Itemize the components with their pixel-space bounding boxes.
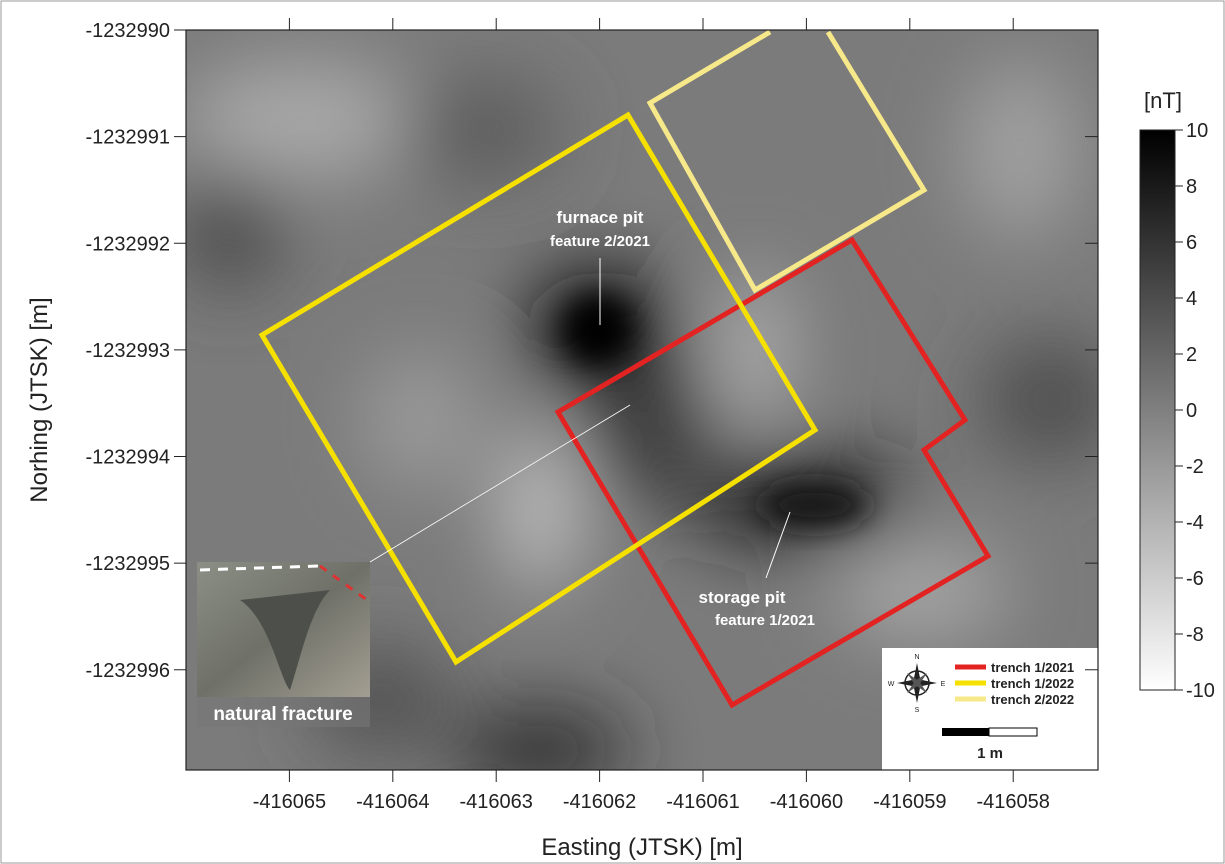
x-tick-label: -416060 bbox=[770, 791, 843, 813]
y-tick-label: -1232996 bbox=[85, 660, 170, 682]
colorbar-tick-label: 0 bbox=[1186, 400, 1197, 422]
compass-label: N bbox=[914, 654, 919, 661]
colorbar-tick-label: 10 bbox=[1186, 120, 1208, 142]
x-axis-label: Easting (JTSK) [m] bbox=[541, 834, 742, 861]
colorbar-tick-label: 6 bbox=[1186, 232, 1197, 254]
compass-label: S bbox=[915, 707, 920, 714]
x-tick-label: -416065 bbox=[253, 791, 326, 813]
scale-bar bbox=[942, 728, 989, 736]
scale-label: 1 m bbox=[977, 745, 1003, 762]
colorbar-label: [nT] bbox=[1144, 88, 1182, 113]
photo-inset: natural fracture bbox=[197, 562, 370, 727]
legend-label: trench 1/2022 bbox=[991, 676, 1074, 691]
colorbar-tick-label: 4 bbox=[1186, 288, 1197, 310]
y-tick-label: -1232990 bbox=[85, 20, 170, 42]
colorbar-tick-label: -6 bbox=[1186, 568, 1204, 590]
annotation: feature 1/2021 bbox=[715, 612, 815, 629]
x-tick-label: -416058 bbox=[977, 791, 1050, 813]
scale-bar bbox=[989, 728, 1037, 736]
colorbar-tick-label: 8 bbox=[1186, 176, 1197, 198]
x-tick-label: -416062 bbox=[563, 791, 636, 813]
colorbar-tick-label: -4 bbox=[1186, 512, 1204, 534]
colorbar-tick-label: -10 bbox=[1186, 680, 1215, 702]
annotation: feature 2/2021 bbox=[550, 233, 650, 250]
y-axis-label: Norhing (JTSK) [m] bbox=[26, 297, 53, 502]
x-tick-label: -416064 bbox=[356, 791, 429, 813]
colorbar bbox=[1140, 130, 1175, 690]
legend-label: trench 2/2022 bbox=[991, 692, 1074, 707]
x-tick-label: -416063 bbox=[460, 791, 533, 813]
map-figure: furnace pit feature 2/2021 storage pit f… bbox=[0, 0, 1225, 864]
x-tick-label: -416061 bbox=[666, 791, 739, 813]
y-tick-label: -1232991 bbox=[85, 127, 170, 149]
colorbar-tick-label: -8 bbox=[1186, 624, 1204, 646]
y-tick-label: -1232992 bbox=[85, 233, 170, 255]
legend-label: trench 1/2021 bbox=[991, 660, 1074, 675]
compass-label: W bbox=[888, 681, 895, 688]
y-tick-label: -1232993 bbox=[85, 340, 170, 362]
y-tick-label: -1232994 bbox=[85, 447, 170, 469]
photo-caption: natural fracture bbox=[213, 704, 352, 725]
annotation: storage pit bbox=[699, 588, 786, 607]
compass-label: E bbox=[941, 681, 946, 688]
colorbar-tick-label: -2 bbox=[1186, 456, 1204, 478]
annotation: furnace pit bbox=[557, 208, 644, 227]
y-tick-label: -1232995 bbox=[85, 553, 170, 575]
colorbar-tick-label: 2 bbox=[1186, 344, 1197, 366]
x-tick-label: -416059 bbox=[873, 791, 946, 813]
